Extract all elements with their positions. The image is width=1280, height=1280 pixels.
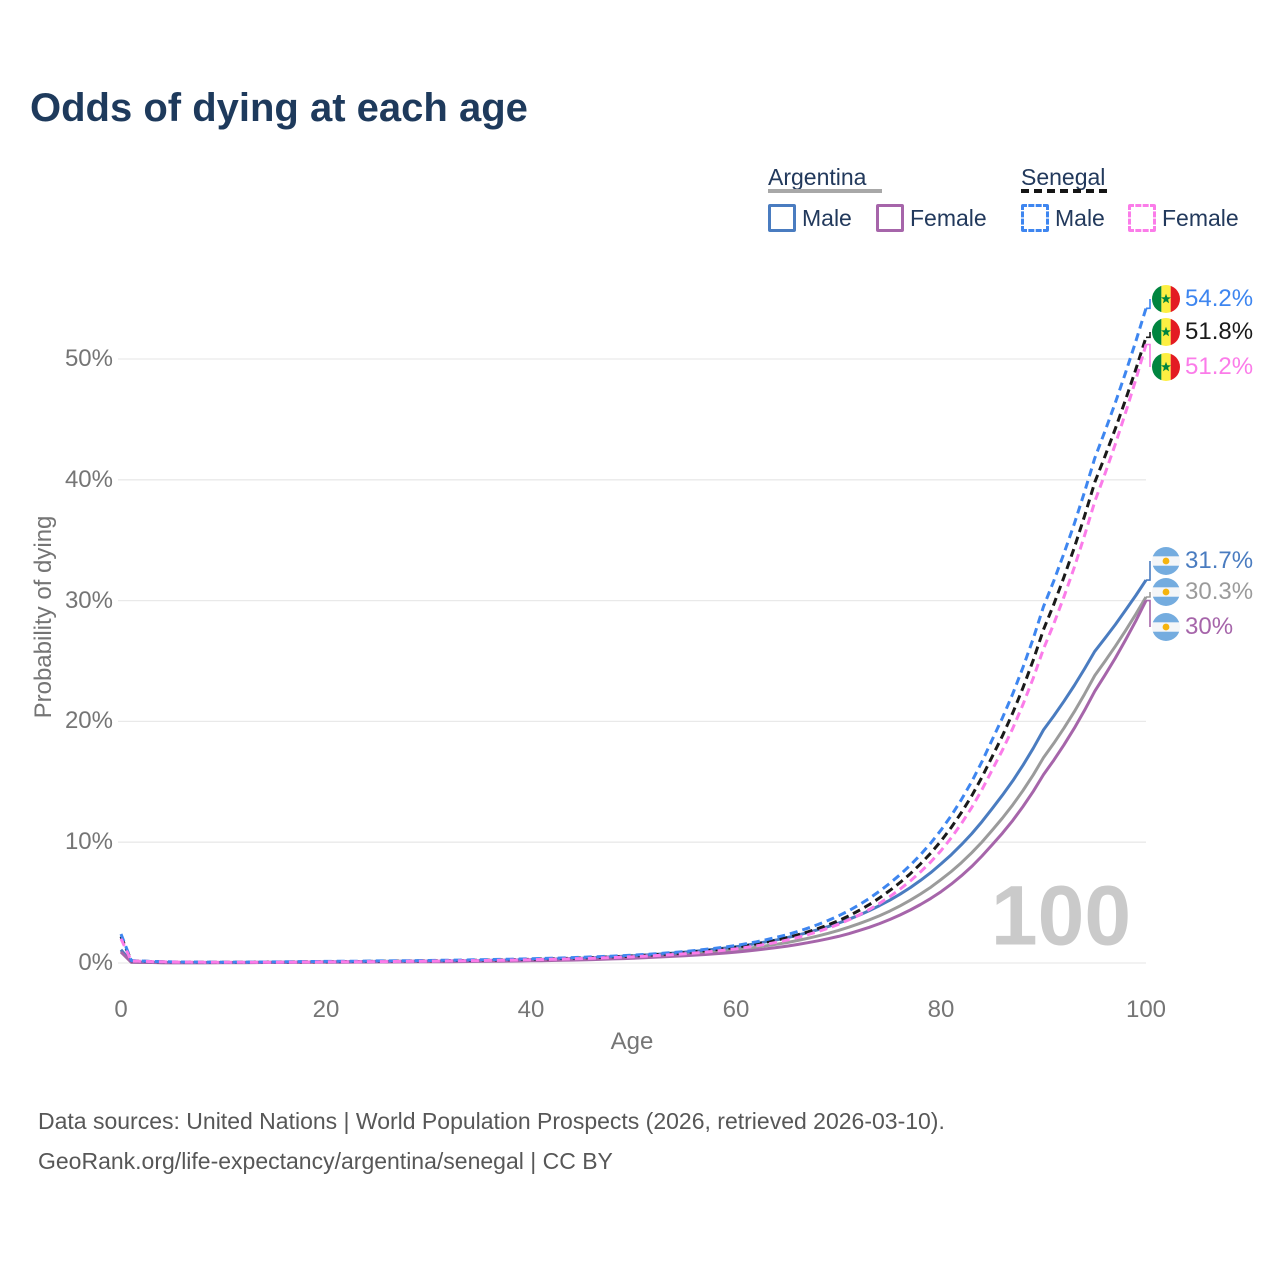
series-line-argentina_male[interactable] — [119, 579, 1148, 965]
legend-item-label: Female — [1162, 205, 1239, 231]
legend-item-label: Male — [1055, 205, 1105, 231]
chart-title: Odds of dying at each age — [30, 86, 528, 130]
argentina-male-swatch-icon[interactable] — [768, 204, 796, 232]
x-axis-title: Age — [610, 1028, 654, 1055]
end-label-value-senegal_male: 54.2% — [1185, 285, 1254, 312]
end-label-value-argentina_total: 30.3% — [1185, 578, 1254, 605]
end-label-value-argentina_female: 30% — [1185, 613, 1234, 640]
end-label-connector-argentina_male — [1146, 561, 1151, 581]
y-tick-30%: 30% — [64, 586, 113, 614]
series-line-senegal_total[interactable] — [119, 336, 1148, 964]
y-tick-50%: 50% — [64, 345, 113, 372]
x-tick-80: 80 — [927, 996, 955, 1023]
x-tick-20: 20 — [312, 996, 340, 1023]
legend-item-label: Male — [802, 205, 852, 231]
series-line-senegal_female[interactable] — [119, 344, 1148, 964]
series-line-senegal_male[interactable] — [119, 307, 1148, 964]
y-tick-20%: 20% — [64, 707, 113, 735]
legend-item-senegal-male[interactable]: Male — [1021, 204, 1105, 232]
end-label-value-senegal_female: 51.2% — [1185, 353, 1254, 380]
y-tick-10%: 10% — [64, 828, 113, 856]
legend-underline-senegal-dashed — [1021, 189, 1109, 193]
x-tick-40: 40 — [517, 996, 545, 1023]
series-line-argentina_total[interactable] — [119, 596, 1148, 965]
x-tick-60: 60 — [722, 996, 750, 1023]
senegal-flag-icon — [1152, 353, 1180, 381]
senegal-flag-icon — [1152, 318, 1180, 346]
end-label-value-senegal_total: 51.8% — [1185, 318, 1254, 345]
argentina-flag-icon — [1152, 613, 1180, 641]
legend-group-senegal[interactable]: Senegal — [1021, 164, 1106, 190]
data-sources-note: Data sources: United Nations | World Pop… — [38, 1108, 945, 1134]
attribution-link: GeoRank.org/life-expectancy/argentina/se… — [38, 1148, 613, 1174]
argentina-female-swatch-icon[interactable] — [876, 204, 904, 232]
legend-item-senegal-female[interactable]: Female — [1128, 204, 1239, 232]
age-watermark: 100 — [990, 868, 1132, 963]
argentina-flag-icon — [1152, 547, 1180, 575]
legend-underline-argentina-solid — [768, 189, 882, 193]
end-label-connector-senegal_male — [1146, 299, 1151, 310]
end-label-senegal_total[interactable]: 51.8% — [1152, 318, 1253, 346]
end-label-senegal_male[interactable]: 54.2% — [1152, 285, 1253, 313]
x-tick-100: 100 — [1125, 996, 1167, 1023]
legend-item-argentina-male[interactable]: Male — [768, 204, 852, 232]
end-label-connector-senegal_total — [1146, 332, 1151, 339]
senegal-male-swatch-icon[interactable] — [1021, 204, 1049, 232]
end-label-connector-argentina_female — [1146, 599, 1151, 627]
senegal-female-swatch-icon[interactable] — [1128, 204, 1156, 232]
end-label-senegal_female[interactable]: 51.2% — [1152, 353, 1253, 381]
end-label-connector-senegal_female — [1146, 343, 1151, 367]
legend-group-argentina[interactable]: Argentina — [768, 164, 867, 190]
y-axis-title: Probability of dying — [30, 515, 57, 719]
y-tick-40%: 40% — [64, 465, 113, 493]
senegal-flag-icon — [1152, 285, 1180, 313]
end-label-argentina_total[interactable]: 30.3% — [1152, 578, 1253, 606]
end-label-value-argentina_male: 31.7% — [1185, 547, 1254, 574]
x-tick-0: 0 — [114, 996, 128, 1023]
y-tick-0%: 0% — [78, 949, 113, 976]
end-label-connector-argentina_total — [1146, 592, 1151, 598]
series-line-argentina_female[interactable] — [119, 599, 1148, 965]
legend-item-argentina-female[interactable]: Female — [876, 204, 987, 232]
argentina-flag-icon — [1152, 578, 1180, 606]
end-label-argentina_female[interactable]: 30% — [1152, 613, 1233, 641]
legend-item-label: Female — [910, 205, 987, 231]
end-label-argentina_male[interactable]: 31.7% — [1152, 547, 1253, 575]
